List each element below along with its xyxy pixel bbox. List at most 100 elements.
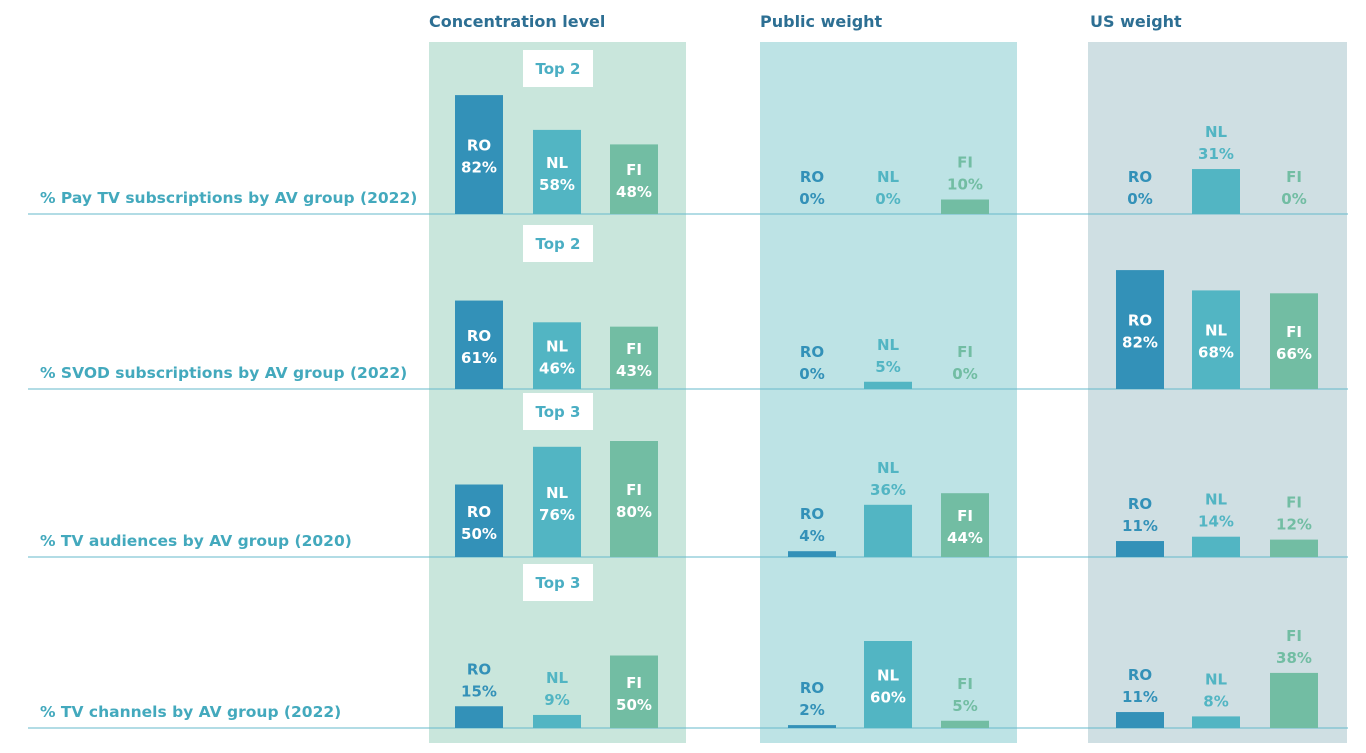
bar-concentration-nl bbox=[533, 714, 581, 728]
bar-concentration-fi bbox=[610, 326, 658, 389]
bar-us-nl bbox=[1192, 169, 1240, 214]
bars: RO 82% NL 58% FI 48% RO 0% NL 0% FI 10% RO 0% NL 31% FI 0… bbox=[455, 95, 1318, 728]
bar-public-fi bbox=[941, 493, 989, 557]
bar-public-fi bbox=[941, 199, 989, 214]
bar-category-label: RO bbox=[800, 505, 824, 523]
bar-public-fi bbox=[941, 720, 989, 728]
bar-category-label: FI bbox=[957, 154, 973, 172]
top-badge-label: Top 2 bbox=[536, 235, 581, 253]
top-badge-label: Top 3 bbox=[536, 403, 581, 421]
bar-value-label: 80% bbox=[616, 503, 652, 521]
bar-category-label: NL bbox=[546, 154, 569, 172]
bar-concentration-nl bbox=[533, 129, 581, 214]
row-label: % SVOD subscriptions by AV group (2022) bbox=[40, 364, 407, 382]
panel-title-concentration: Concentration level bbox=[429, 12, 605, 31]
bar-value-label: 4% bbox=[799, 527, 824, 545]
bar-category-label: NL bbox=[1205, 491, 1228, 509]
bar-category-label: RO bbox=[467, 503, 491, 521]
bar-category-label: FI bbox=[1286, 494, 1302, 512]
bar-category-label: RO bbox=[800, 168, 824, 186]
bar-value-label: 2% bbox=[799, 701, 824, 719]
panel-title-us: US weight bbox=[1090, 12, 1182, 31]
row-labels: % Pay TV subscriptions by AV group (2022… bbox=[40, 189, 417, 721]
bar-value-label: 0% bbox=[875, 190, 900, 208]
bar-concentration-ro bbox=[455, 300, 503, 389]
bar-value-label: 5% bbox=[952, 697, 977, 715]
bar-category-label: FI bbox=[626, 340, 642, 358]
bar-value-label: 66% bbox=[1276, 345, 1312, 363]
bar-category-label: FI bbox=[626, 674, 642, 692]
bar-category-label: RO bbox=[1128, 168, 1152, 186]
bar-category-label: NL bbox=[546, 669, 569, 687]
panel-title-public: Public weight bbox=[760, 12, 883, 31]
top-badge-label: Top 3 bbox=[536, 574, 581, 592]
bar-category-label: RO bbox=[467, 660, 491, 678]
bar-value-label: 5% bbox=[875, 358, 900, 376]
panel-us-background bbox=[1088, 42, 1347, 743]
bar-us-nl bbox=[1192, 716, 1240, 728]
bar-value-label: 43% bbox=[616, 362, 652, 380]
bar-category-label: NL bbox=[1205, 322, 1228, 340]
bar-public-ro bbox=[788, 725, 836, 728]
bar-category-label: FI bbox=[626, 161, 642, 179]
bar-category-label: RO bbox=[467, 327, 491, 345]
bar-category-label: NL bbox=[546, 484, 569, 502]
bar-concentration-fi bbox=[610, 441, 658, 557]
bar-category-label: FI bbox=[957, 675, 973, 693]
bar-value-label: 0% bbox=[799, 190, 824, 208]
bar-category-label: RO bbox=[800, 679, 824, 697]
bar-category-label: RO bbox=[1128, 312, 1152, 330]
bar-value-label: 0% bbox=[799, 365, 824, 383]
bar-value-label: 50% bbox=[616, 696, 652, 714]
bar-value-label: 14% bbox=[1198, 513, 1234, 531]
bar-concentration-nl bbox=[533, 322, 581, 389]
bar-value-label: 0% bbox=[1127, 190, 1152, 208]
bar-concentration-fi bbox=[610, 655, 658, 728]
bar-category-label: NL bbox=[877, 667, 900, 685]
top-badge bbox=[523, 393, 593, 430]
row-label: % TV audiences by AV group (2020) bbox=[40, 532, 352, 550]
bar-category-label: NL bbox=[1205, 123, 1228, 141]
bar-value-label: 82% bbox=[1122, 334, 1158, 352]
bar-concentration-ro bbox=[455, 706, 503, 728]
bar-value-label: 0% bbox=[952, 365, 977, 383]
bar-category-label: RO bbox=[1128, 666, 1152, 684]
row-label: % TV channels by AV group (2022) bbox=[40, 703, 341, 721]
bar-public-ro bbox=[788, 551, 836, 557]
bar-concentration-fi bbox=[610, 144, 658, 214]
bar-category-label: FI bbox=[626, 481, 642, 499]
bar-value-label: 8% bbox=[1203, 692, 1228, 710]
bar-value-label: 82% bbox=[461, 159, 497, 177]
bar-category-label: NL bbox=[546, 338, 569, 356]
bar-value-label: 60% bbox=[870, 689, 906, 707]
bar-us-nl bbox=[1192, 536, 1240, 557]
bar-category-label: NL bbox=[877, 336, 900, 354]
top-badge bbox=[523, 225, 593, 262]
bar-public-nl bbox=[864, 504, 912, 557]
bar-value-label: 31% bbox=[1198, 145, 1234, 163]
bar-us-ro bbox=[1116, 541, 1164, 557]
top-badges: Top 2 Top 2 Top 3 Top 3 bbox=[523, 50, 593, 601]
bar-value-label: 15% bbox=[461, 682, 497, 700]
bar-public-nl bbox=[864, 641, 912, 728]
top-badge bbox=[523, 50, 593, 87]
bar-category-label: FI bbox=[957, 507, 973, 525]
row-label: % Pay TV subscriptions by AV group (2022… bbox=[40, 189, 417, 207]
bar-us-fi bbox=[1270, 293, 1318, 389]
bar-category-label: RO bbox=[800, 343, 824, 361]
bar-category-label: RO bbox=[467, 137, 491, 155]
bar-category-label: NL bbox=[877, 168, 900, 186]
bar-value-label: 46% bbox=[539, 360, 575, 378]
bar-us-ro bbox=[1116, 712, 1164, 728]
bar-category-label: FI bbox=[1286, 323, 1302, 341]
bar-value-label: 48% bbox=[616, 183, 652, 201]
bar-concentration-nl bbox=[533, 446, 581, 557]
bar-value-label: 11% bbox=[1122, 517, 1158, 535]
bar-public-nl bbox=[864, 381, 912, 389]
bar-value-label: 76% bbox=[539, 506, 575, 524]
bar-category-label: NL bbox=[877, 459, 900, 477]
bar-us-ro bbox=[1116, 270, 1164, 389]
bar-value-label: 38% bbox=[1276, 649, 1312, 667]
top-badge-label: Top 2 bbox=[536, 60, 581, 78]
